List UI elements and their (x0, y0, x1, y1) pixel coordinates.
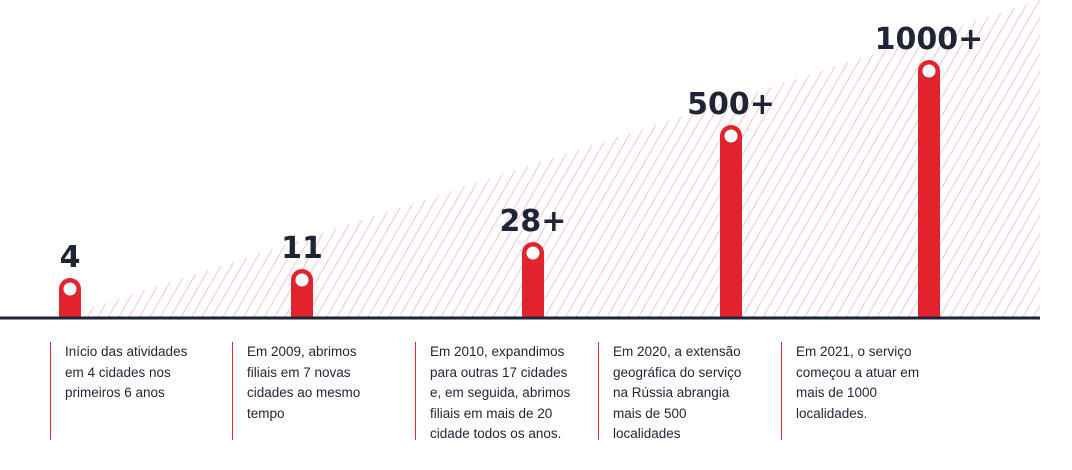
bar-marker-dot-1 (63, 282, 77, 296)
bar-3 (522, 242, 544, 318)
value-label-1: 4 (60, 240, 81, 275)
description-3: Em 2010, expandimos para outras 17 cidad… (415, 342, 595, 441)
bar-marker-dot-3 (526, 246, 540, 260)
bar-marker-dot-5 (922, 64, 936, 78)
description-5: Em 2021, o serviço começou a atuar em ma… (781, 342, 961, 440)
bar-base-5 (918, 306, 940, 318)
bar-marker-dot-2 (295, 273, 309, 287)
bar-base-3 (522, 306, 544, 318)
description-4: Em 2020, a extensão geográfica do serviç… (598, 342, 778, 441)
value-label-2: 11 (281, 231, 323, 266)
bars-layer: 4 11 28+ 500+ 1000+ (59, 22, 983, 318)
value-label-5: 1000+ (875, 22, 984, 57)
bar-base-1 (59, 306, 81, 318)
bar-base-4 (720, 306, 742, 318)
value-label-3: 28+ (500, 204, 567, 239)
description-2: Em 2009, abrimos filiais em 7 novas cida… (232, 342, 412, 440)
bar-base-2 (291, 306, 313, 318)
bar-4 (720, 125, 742, 318)
bar-marker-dot-4 (724, 129, 738, 143)
value-label-4: 500+ (687, 87, 775, 122)
description-1: Início das atividades em 4 cidades nos p… (50, 342, 230, 440)
bar-5 (918, 60, 940, 318)
